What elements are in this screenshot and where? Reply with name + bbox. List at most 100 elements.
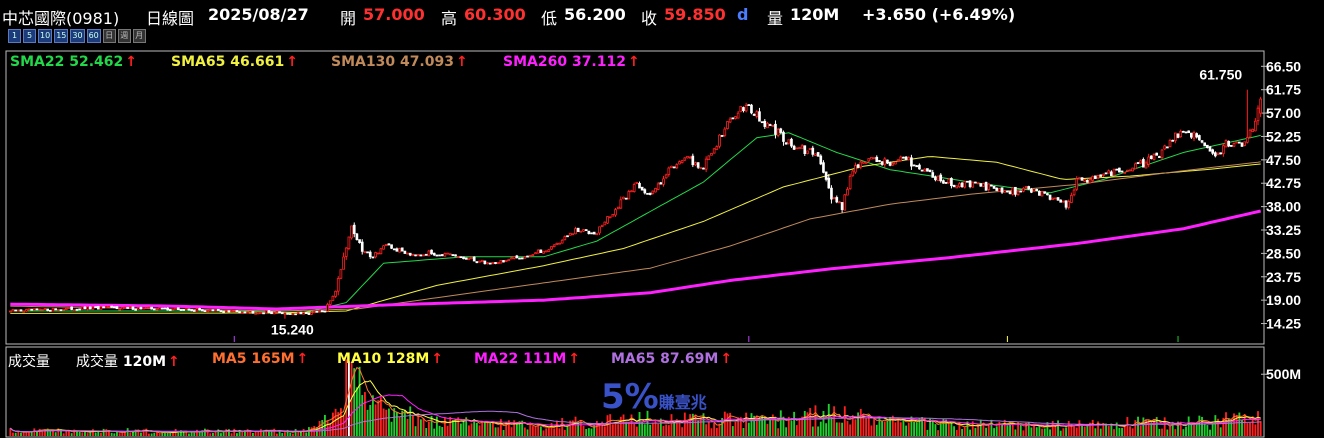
- candle-body: [1078, 177, 1081, 180]
- candle-body: [392, 248, 396, 251]
- low-label: 低: [541, 9, 558, 28]
- high-label: 高: [441, 9, 458, 28]
- candle-body: [963, 181, 967, 188]
- timeframe-week[interactable]: 週: [117, 29, 131, 43]
- candle-body: [627, 191, 631, 200]
- candle-body: [355, 233, 359, 241]
- vma5-label: MA5: [212, 351, 247, 367]
- volume-bar: [1089, 422, 1091, 436]
- volume-bar: [643, 424, 646, 436]
- timeframe-30[interactable]: 30: [70, 29, 85, 43]
- volume-bar: [286, 429, 289, 436]
- volume-bar: [974, 427, 977, 436]
- candle-body: [1230, 144, 1233, 147]
- volume-bar: [558, 428, 561, 436]
- candle-body: [960, 182, 964, 188]
- candle-body: [168, 309, 172, 311]
- candle-body: [928, 169, 932, 173]
- candle-body: [464, 257, 468, 260]
- candle-body: [208, 309, 212, 312]
- volume-bar: [222, 431, 225, 436]
- candle-body: [955, 185, 959, 189]
- timeframe-day[interactable]: 日: [102, 29, 116, 43]
- candle-body: [651, 190, 655, 194]
- candle-body: [30, 308, 33, 311]
- candle-body: [270, 311, 273, 315]
- candle-body: [798, 147, 801, 149]
- sma130-label: SMA130: [331, 54, 396, 70]
- timeframe-1[interactable]: 1: [8, 29, 21, 43]
- volume-bar: [1121, 427, 1123, 436]
- candle-body: [310, 312, 313, 315]
- sma260-value: 37.112: [571, 54, 626, 70]
- volume-bar: [537, 423, 540, 436]
- candle-body: [718, 134, 721, 147]
- volume-bar: [153, 432, 156, 436]
- volume-bar: [422, 417, 425, 436]
- event-markers: [233, 336, 1179, 342]
- volume-bar: [1062, 428, 1065, 436]
- candle-body: [296, 312, 300, 315]
- volume-bar: [985, 427, 988, 436]
- timeframe-60[interactable]: 60: [86, 29, 101, 43]
- candle-body: [896, 159, 900, 162]
- volume-bar: [102, 428, 105, 436]
- candle-body: [907, 157, 911, 161]
- candle-body: [1150, 155, 1153, 160]
- candle-body: [883, 158, 887, 166]
- candle-body: [1000, 187, 1004, 193]
- volume-bar: [995, 426, 998, 436]
- volume-bar: [961, 428, 964, 436]
- candle-body: [1147, 156, 1151, 165]
- candle-body: [171, 308, 175, 311]
- volume-bar: [1251, 416, 1254, 436]
- volume-bar: [427, 421, 430, 436]
- candle-body: [1003, 190, 1007, 193]
- candle-body: [648, 192, 652, 195]
- volume-bar: [822, 410, 825, 436]
- volume-bar: [446, 425, 449, 436]
- timeframe-5[interactable]: 5: [23, 29, 36, 43]
- volume-bar: [449, 416, 452, 436]
- volume-bar: [1014, 429, 1017, 436]
- volume-bar: [1027, 421, 1030, 436]
- change-value: +3.650 (+6.49%): [862, 5, 1016, 24]
- volume-bar: [238, 429, 241, 436]
- volume-bar: [1182, 429, 1185, 436]
- volume-bar: [1254, 424, 1257, 436]
- volume-bar: [236, 433, 238, 436]
- candle-body: [499, 260, 503, 264]
- candle-body: [584, 229, 588, 231]
- volume-bar: [1203, 423, 1206, 436]
- candle-body: [723, 128, 727, 136]
- high-value: 60.300: [464, 5, 526, 24]
- candle-body: [563, 236, 567, 241]
- candle-body: [382, 245, 385, 250]
- candle-body: [915, 165, 919, 168]
- vma10-label: MA10: [337, 351, 382, 367]
- candle-body: [795, 147, 799, 150]
- volume-bar: [742, 427, 745, 436]
- candle-body: [51, 308, 55, 312]
- candle-body: [1099, 174, 1103, 177]
- volume-bar: [347, 361, 350, 436]
- candle-body: [1198, 135, 1201, 141]
- volume-bar: [1097, 421, 1099, 436]
- candle-body: [1046, 193, 1049, 196]
- volume-bar: [1185, 426, 1187, 436]
- timeframe-10[interactable]: 10: [38, 29, 53, 43]
- volume-bar: [883, 421, 886, 436]
- volume-bar: [723, 411, 726, 436]
- timeframe-15[interactable]: 15: [54, 29, 69, 43]
- y-tick-label: 28.50: [1266, 245, 1301, 261]
- candle-body: [579, 230, 583, 233]
- candle-body: [744, 105, 748, 112]
- watermark: 5%賺壹兆: [601, 377, 707, 417]
- volume-bar: [801, 416, 804, 436]
- volume-bar: [1110, 423, 1113, 436]
- volume-bar: [595, 421, 598, 436]
- timeframe-month[interactable]: 月: [132, 29, 146, 43]
- candle-body: [163, 307, 167, 310]
- candle-body: [1064, 200, 1068, 208]
